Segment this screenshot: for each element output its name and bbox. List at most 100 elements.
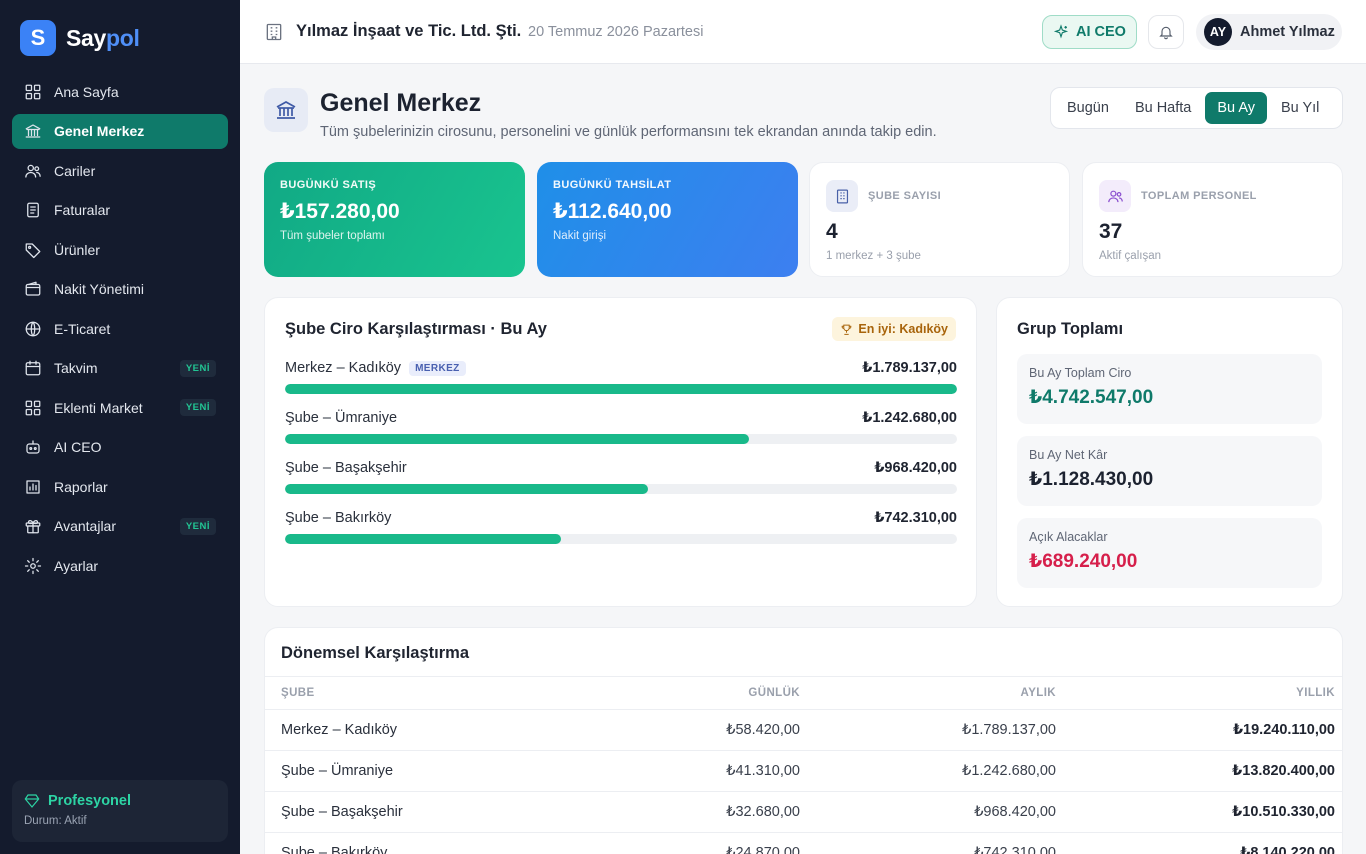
branch-revenue-card: Şube Ciro Karşılaştırması · Bu Ay En iyi… [264, 297, 977, 607]
monthly-cell: ₺1.789.137,00 [962, 722, 1056, 738]
branch-revenue: ₺742.310,00 [874, 510, 957, 526]
period-this-week[interactable]: Bu Hafta [1134, 100, 1192, 116]
bar-track [285, 484, 957, 494]
user-menu[interactable]: AY Ahmet Yılmaz [1196, 14, 1342, 50]
period-this-month[interactable]: Bu Ay [1205, 92, 1267, 124]
building-icon [826, 180, 858, 212]
bar-track [285, 534, 957, 544]
daily-cell: ₺32.680,00 [726, 804, 800, 820]
card-title: Şube Ciro Karşılaştırması · Bu Ay [285, 320, 547, 338]
yearly-cell: ₺10.510.330,00 [1232, 804, 1335, 820]
building-icon [264, 22, 284, 42]
sidebar-item-label: Genel Merkez [54, 123, 145, 139]
users-icon [1099, 180, 1131, 212]
kpi-label: BUGÜNKÜ SATIŞ [280, 179, 377, 191]
stat-label: Bu Ay Net Kâr [1029, 448, 1108, 462]
kpi-today-collection[interactable]: BUGÜNKÜ TAHSİLAT ₺112.640,00 Nakit giriş… [537, 162, 798, 277]
sidebar-item-label: Cariler [54, 162, 96, 179]
best-branch-badge: En iyi: Kadıköy [832, 317, 956, 341]
sidebar-item-genel-merkez[interactable]: Genel Merkez [12, 113, 228, 149]
sidebar-item-ana-sayfa[interactable]: Ana Sayfa [12, 74, 228, 109]
column-header[interactable]: ŞUBE [281, 687, 315, 699]
new-badge: YENİ [179, 359, 216, 377]
sidebar-item-e-ticaret[interactable]: E-Ticaret [12, 311, 228, 346]
branch-cell: Şube – Başakşehir [281, 804, 403, 820]
daily-cell: ₺58.420,00 [726, 722, 800, 738]
sidebar-item-urunler[interactable]: Ürünler [12, 232, 228, 267]
current-date: 20 Temmuz 2026 Pazartesi [528, 24, 704, 40]
table-row[interactable]: Şube – Bakırköy ₺24.870,00 ₺742.310,00 ₺… [265, 833, 1342, 854]
diamond-icon [24, 794, 40, 808]
ai-ceo-button[interactable]: AI CEO [1042, 15, 1137, 49]
stat-label: Bu Ay Toplam Ciro [1029, 366, 1132, 380]
page-title: Genel Merkez [320, 89, 482, 117]
sidebar-item-label: Ana Sayfa [54, 83, 119, 100]
sidebar-item-raporlar[interactable]: Raporlar [12, 469, 228, 504]
sidebar-item-label: AI CEO [54, 439, 102, 455]
page-subtitle: Tüm şubelerinizin cirosunu, personelini … [320, 124, 937, 140]
column-header[interactable]: AYLIK [1020, 687, 1056, 699]
sidebar-item-takvim[interactable]: Takvim YENİ [12, 351, 228, 386]
bell-icon [1159, 26, 1173, 40]
kpi-subtitle: Tüm şubeler toplamı [280, 230, 385, 242]
sidebar-item-ayarlar[interactable]: Ayarlar [12, 548, 228, 583]
table-row[interactable]: Merkez – Kadıköy ₺58.420,00 ₺1.789.137,0… [265, 710, 1342, 751]
sidebar: S Saypol Ana Sayfa Genel Merkez Cariler … [0, 0, 240, 854]
sidebar-item-avantajlar[interactable]: Avantajlar YENİ [12, 509, 228, 544]
kpi-branch-count[interactable]: ŞUBE SAYISI 4 1 merkez + 3 şube [809, 162, 1070, 277]
kpi-label: BUGÜNKÜ TAHSİLAT [553, 179, 672, 191]
column-header[interactable]: YILLIK [1296, 687, 1335, 699]
sidebar-item-cariler[interactable]: Cariler [12, 153, 228, 188]
topbar: Yılmaz İnşaat ve Tic. Ltd. Şti. 20 Temmu… [240, 0, 1366, 64]
plan-status: Durum: Aktif [24, 815, 87, 827]
notifications-button[interactable] [1148, 15, 1184, 49]
branch-revenue: ₺1.789.137,00 [862, 360, 957, 376]
kpi-total-staff[interactable]: TOPLAM PERSONEL 37 Aktif çalışan [1082, 162, 1343, 277]
column-header[interactable]: GÜNLÜK [748, 687, 800, 699]
period-comparison-table: Dönemsel Karşılaştırma ŞUBE GÜNLÜK AYLIK… [264, 627, 1343, 854]
kpi-subtitle: 1 merkez + 3 şube [826, 250, 921, 262]
kpi-today-sales[interactable]: BUGÜNKÜ SATIŞ ₺157.280,00 Tüm şubeler to… [264, 162, 525, 277]
period-this-year[interactable]: Bu Yıl [1280, 100, 1320, 116]
plan-title: Profesyonel [24, 793, 216, 809]
table-row[interactable]: Şube – Ümraniye ₺41.310,00 ₺1.242.680,00… [265, 751, 1342, 792]
sidebar-item-label: Avantajlar [54, 518, 117, 534]
table-row[interactable]: Şube – Başakşehir ₺32.680,00 ₺968.420,00… [265, 792, 1342, 833]
branch-revenue: ₺1.242.680,00 [862, 410, 957, 426]
daily-cell: ₺41.310,00 [726, 763, 800, 779]
plan-card[interactable]: Profesyonel Durum: Aktif [12, 780, 228, 842]
branch-name: Şube – Ümraniye [285, 410, 398, 426]
period-selector: Bugün Bu Hafta Bu Ay Bu Yıl [1050, 87, 1343, 129]
new-badge: YENİ [179, 517, 216, 535]
brand-name: Saypol [66, 24, 140, 51]
sidebar-item-faturalar[interactable]: Faturalar [12, 193, 228, 228]
branch-bar-row: Merkez – Kadıköy MERKEZ ₺1.789.137,00 [285, 358, 957, 394]
sidebar-item-nakit-yonetimi[interactable]: Nakit Yönetimi [12, 272, 228, 307]
company-name[interactable]: Yılmaz İnşaat ve Tic. Ltd. Şti. [296, 22, 522, 40]
sidebar-item-label: Nakit Yönetimi [54, 281, 145, 297]
sidebar-item-label: Takvim [54, 360, 98, 376]
grid-icon [24, 83, 42, 101]
sidebar-item-ai-ceo[interactable]: AI CEO [12, 430, 228, 465]
robot-icon [24, 438, 42, 456]
table-header: ŞUBE GÜNLÜK AYLIK YILLIK [265, 676, 1342, 710]
avatar: AY [1204, 18, 1232, 46]
period-today[interactable]: Bugün [1067, 100, 1109, 116]
stat-value: ₺1.128.430,00 [1029, 469, 1154, 490]
sidebar-item-eklenti-market[interactable]: Eklenti Market YENİ [12, 390, 228, 425]
brand[interactable]: S Saypol [20, 20, 140, 56]
kpi-label: ŞUBE SAYISI [868, 190, 942, 202]
group-totals-card: Grup Toplamı Bu Ay Toplam Ciro ₺4.742.54… [996, 297, 1343, 607]
gear-icon [24, 557, 42, 575]
branch-name: Şube – Başakşehir [285, 460, 407, 476]
stat-label: Açık Alacaklar [1029, 530, 1108, 544]
bank-icon [24, 122, 42, 140]
branch-cell: Şube – Bakırköy [281, 845, 388, 854]
bank-icon [264, 88, 308, 132]
kpi-subtitle: Nakit girişi [553, 230, 607, 242]
branch-cell: Şube – Ümraniye [281, 763, 394, 779]
bar-fill [285, 384, 957, 394]
tag-icon [24, 241, 42, 259]
card-title: Grup Toplamı [1017, 320, 1124, 338]
sidebar-item-label: Eklenti Market [54, 399, 143, 416]
